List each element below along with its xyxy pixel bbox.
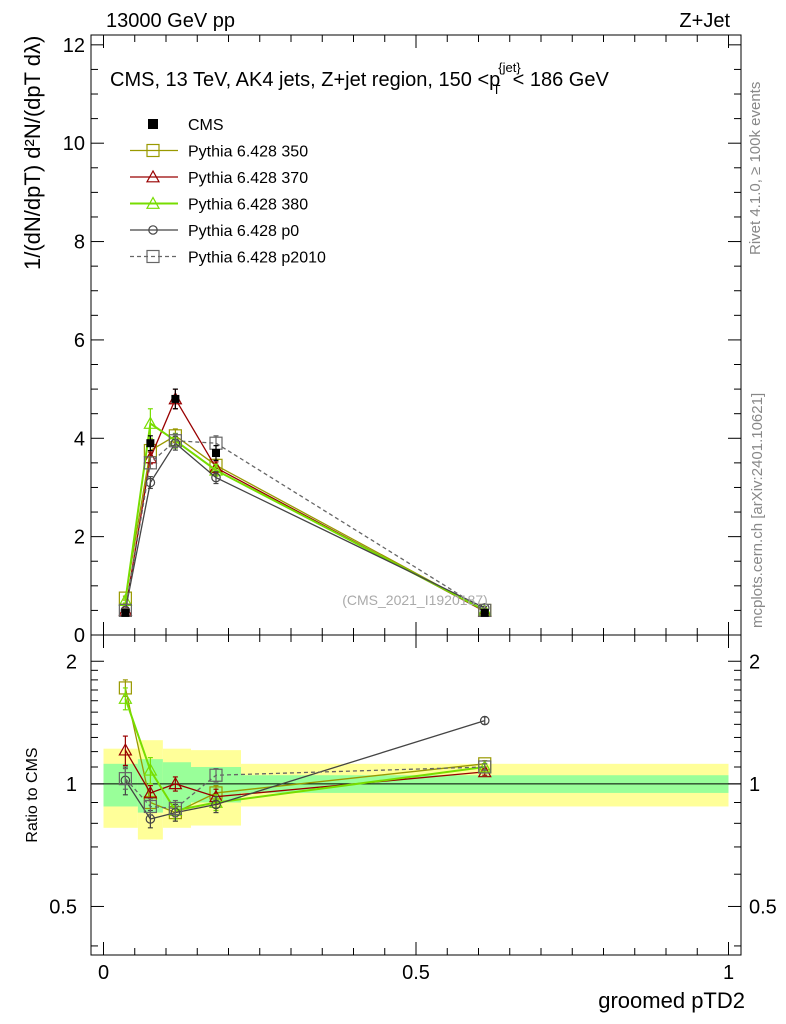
marker-square — [143, 799, 157, 814]
ratio-y-tick-label-left: 1 — [66, 774, 77, 796]
watermark: (CMS_2021_I1920187) — [342, 592, 488, 608]
x-tick-label: 0.5 — [402, 962, 430, 984]
x-axis-label: groomed pTD2 — [598, 988, 745, 1013]
ratio-series-layer — [118, 679, 492, 829]
ratio-y-ticks: 0.5 0.5 1 1 2 2 — [49, 651, 777, 947]
main-y-ticks: 0 2 4 6 8 10 12 — [63, 35, 741, 647]
marker-triangle — [477, 759, 492, 773]
title-main-span: CMS, 13 TeV, AK4 jets, Z+jet region, 150… — [110, 69, 500, 91]
legend-label-3: Pythia 6.428 p0 — [188, 223, 299, 240]
legend-label-4: Pythia 6.428 p2010 — [188, 250, 326, 267]
ratio-series-4 — [118, 760, 492, 818]
x-tick-label: 1 — [723, 962, 734, 984]
marker-triangle — [143, 416, 158, 429]
ratio-band-inner — [162, 762, 191, 809]
chart-title-text: CMS, 13 TeV, AK4 jets, Z+jet region, 150… — [110, 60, 609, 97]
marker-square — [168, 434, 182, 448]
main-y-tick-label: 4 — [74, 428, 85, 450]
main-reference-layer — [121, 388, 489, 617]
marker-square — [209, 768, 223, 782]
marker-square — [168, 801, 182, 816]
legend-label-2: Pythia 6.428 380 — [188, 197, 308, 214]
main-y-tick-label: 10 — [63, 133, 85, 155]
marker-square — [118, 772, 132, 786]
ratio-x-ticks: 0 0.5 1 — [98, 635, 734, 984]
marker-triangle — [145, 196, 161, 209]
marker-circle — [479, 715, 490, 726]
marker-triangle — [168, 776, 183, 790]
x-tick-label: 0 — [98, 962, 109, 984]
ratio-y-tick-label-left: 0.5 — [49, 896, 77, 918]
mcplots-label-text: mcplots.cern.ch [arXiv:2401.10621] — [749, 393, 766, 628]
ratio-y-tick-label-left: 2 — [66, 651, 77, 673]
ratio-y-tick-label-right: 0.5 — [749, 896, 777, 918]
main-y-label-text: 1/(dN/dpT) d²N/(dpT dλ) — [20, 36, 45, 270]
ratio-panel: 0.5 0.51 12 2 0 0.5 1 — [49, 634, 777, 984]
legend-marker-cms — [148, 119, 158, 129]
marker-triangle — [118, 691, 133, 704]
legend-label-cms: CMS — [188, 117, 224, 134]
marker-square — [146, 249, 160, 264]
marker-triangle — [118, 593, 133, 606]
legend-label-0: Pythia 6.428 350 — [188, 144, 308, 161]
marker-square-filled — [212, 449, 220, 458]
main-y-tick-label: 6 — [74, 330, 85, 352]
title-sub-span: T — [493, 82, 501, 97]
title-sup-span: {jet} — [498, 60, 521, 75]
ratio-y-tick-label-right: 1 — [749, 774, 760, 796]
marker-triangle — [145, 169, 161, 183]
marker-circle — [211, 799, 221, 810]
main-panel: 0 2 4 6 8 10 12 — [63, 34, 742, 647]
main-y-tick-label: 0 — [74, 625, 85, 647]
main-y-tick-label: 8 — [74, 232, 85, 254]
rivet-label-text: Rivet 4.1.0, ≥ 100k events — [747, 82, 764, 255]
ratio-y-tick-label-right: 2 — [749, 651, 760, 673]
ratio-y-label: Ratio to CMS — [24, 747, 41, 842]
marker-circle — [145, 477, 156, 488]
ratio-y-label-text: Ratio to CMS — [24, 747, 41, 842]
main-series-layer — [118, 388, 492, 618]
marker-circle — [211, 472, 221, 483]
header-right-title: Z+Jet — [679, 10, 730, 32]
marker-square — [146, 143, 160, 158]
main-x-ticks — [103, 35, 729, 635]
marker-triangle — [143, 785, 158, 799]
marker-square-filled — [480, 608, 489, 617]
marker-square — [478, 760, 492, 774]
marker-square-filled — [171, 394, 180, 403]
main-y-tick-label: 12 — [63, 35, 85, 57]
marker-triangle — [143, 763, 158, 776]
mcplots-label: mcplots.cern.ch [arXiv:2401.10621] — [749, 393, 766, 628]
marker-circle — [148, 225, 158, 235]
marker-square-filled — [146, 439, 155, 448]
marker-square-filled — [121, 608, 130, 617]
main-y-label: 1/(dN/dpT) d²N/(dpT dλ) — [20, 36, 45, 270]
main-y-tick-label: 2 — [74, 527, 85, 549]
legend: CMS Pythia 6.428 350 Pythia 6.428 370 Pythi… — [130, 117, 326, 267]
marker-square — [143, 456, 157, 470]
marker-triangle — [118, 742, 133, 756]
ratio-series-line — [124, 766, 485, 810]
rivet-label: Rivet 4.1.0, ≥ 100k events — [747, 82, 764, 255]
legend-label-1: Pythia 6.428 370 — [188, 170, 308, 187]
chart-title: CMS, 13 TeV, AK4 jets, Z+jet region, 150… — [110, 60, 609, 97]
title-rest-span: < 186 GeV — [513, 69, 610, 91]
header-left-title: 13000 GeV pp — [106, 10, 235, 32]
